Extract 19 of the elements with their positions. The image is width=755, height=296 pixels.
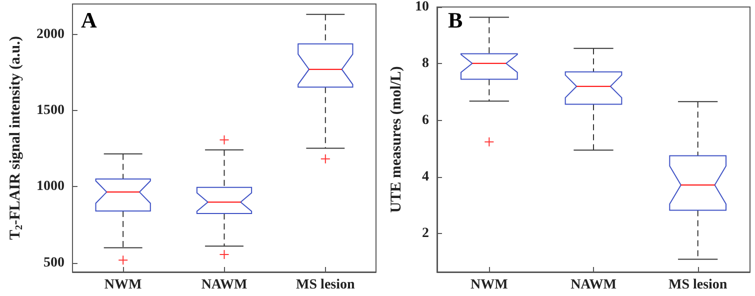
x-tick-label: MS lesion — [296, 278, 355, 292]
y-tick-label: 500 — [44, 255, 64, 270]
x-tick-label: NAWM — [201, 278, 248, 292]
y-tick-label: 8 — [422, 56, 429, 72]
y-tick-label: 6 — [422, 112, 429, 128]
y-tick-label: 1000 — [36, 179, 64, 194]
x-tick-label: NWM — [104, 278, 142, 292]
y-tick-label: 10 — [415, 0, 429, 14]
chart-title: B — [448, 8, 463, 32]
x-tick-label: MS lesion — [668, 278, 728, 292]
y-axis-title: T2-FLAIR signal intensity (a.u.) — [8, 36, 25, 240]
y-tick-label: 1500 — [36, 103, 64, 118]
chart-title: A — [81, 8, 97, 32]
x-tick-label: NWM — [470, 278, 508, 292]
y-tick-label: 2 — [422, 226, 429, 242]
x-tick-label: NAWM — [570, 278, 616, 292]
y-axis-title: UTE measures (mol/L) — [388, 66, 405, 213]
y-tick-label: 2000 — [36, 26, 64, 42]
y-tick-label: 4 — [422, 170, 429, 185]
